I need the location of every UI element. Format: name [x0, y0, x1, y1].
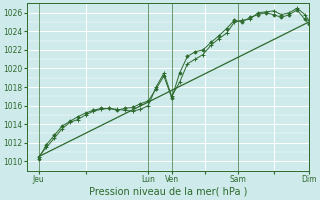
- X-axis label: Pression niveau de la mer( hPa ): Pression niveau de la mer( hPa ): [89, 187, 247, 197]
